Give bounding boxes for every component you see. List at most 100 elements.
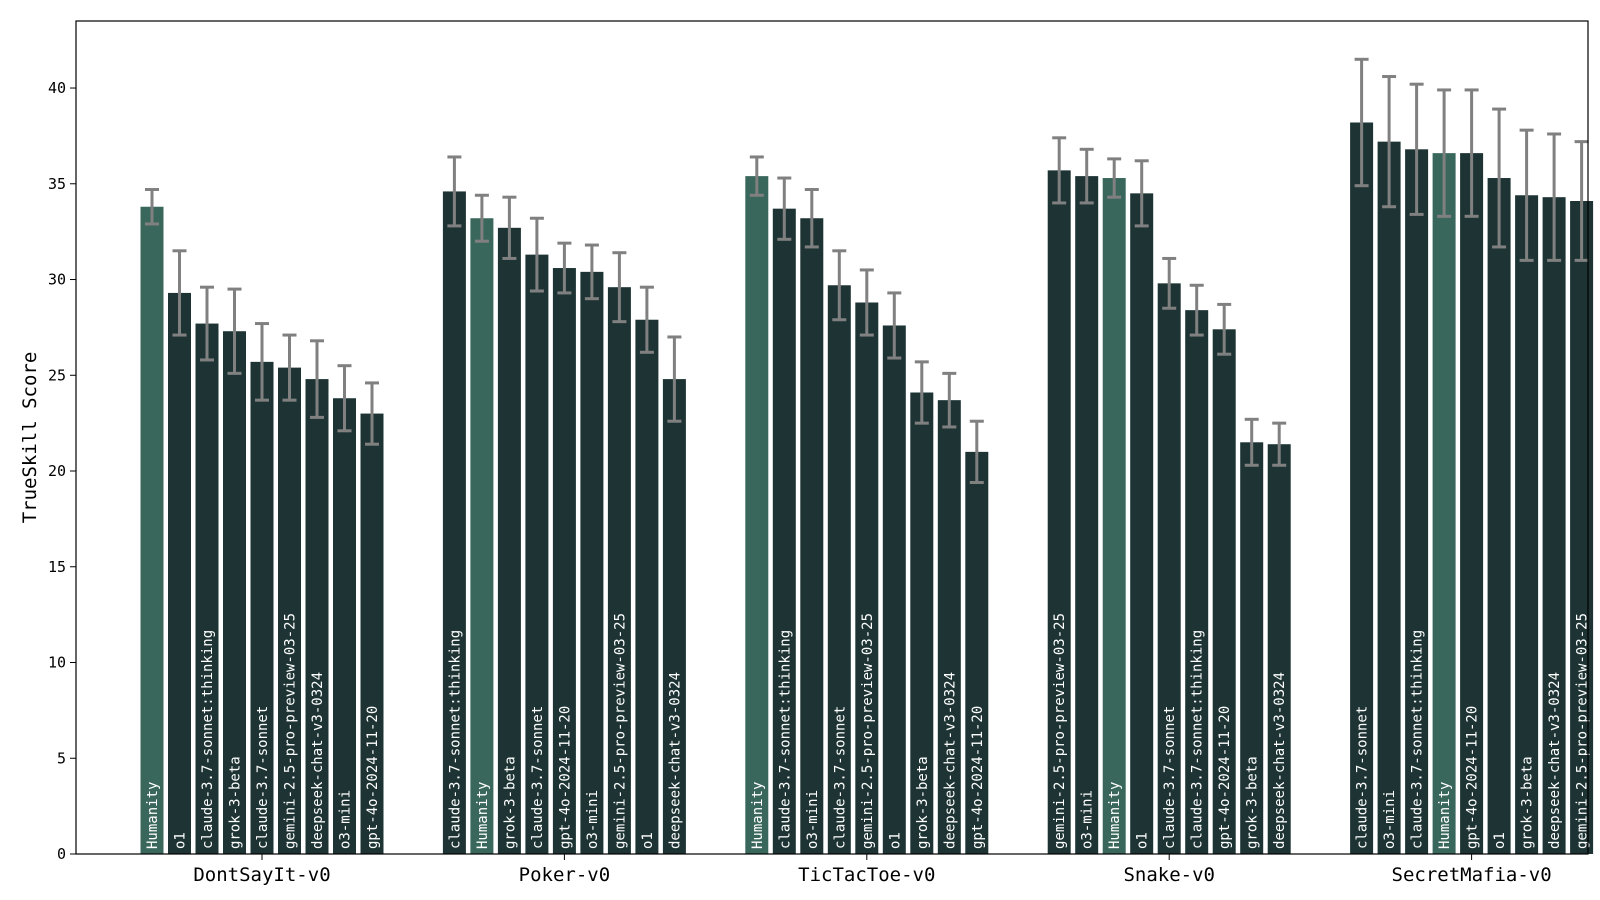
- bar-label: gpt-4o-2024-11-20: [970, 706, 986, 849]
- bar: [1047, 170, 1071, 854]
- bar: [1405, 149, 1429, 854]
- bar: [250, 361, 274, 854]
- error-bar: [749, 155, 764, 197]
- error-bar: [172, 249, 187, 337]
- bar: [497, 227, 521, 855]
- error-bar: [529, 216, 544, 293]
- error-bar: [1492, 107, 1507, 249]
- bar-label: o3-mini: [1080, 790, 1096, 849]
- bar-label: grok-3-beta: [228, 756, 244, 849]
- error-bar: [310, 339, 324, 419]
- bar-label: gemini-2.5-pro-preview-03-25: [283, 613, 299, 849]
- bar-label: gpt-4o-2024-11-20: [1465, 706, 1481, 849]
- error-bar: [1217, 302, 1232, 356]
- bar: [1542, 197, 1566, 855]
- error-bar: [557, 241, 572, 295]
- bar: [552, 268, 576, 854]
- bar: [882, 325, 906, 855]
- error-bar: [255, 322, 269, 402]
- bar-label: gemini-2.5-pro-preview-03-25: [1575, 613, 1591, 849]
- bar: [470, 218, 494, 854]
- error-bar: [969, 419, 984, 485]
- bar: [580, 271, 604, 854]
- bar: [1432, 153, 1456, 854]
- bar-label: claude-3.7-sonnet: [255, 706, 271, 849]
- bar: [1570, 201, 1594, 855]
- bar-label: deepseek-chat-v3-0324: [310, 672, 326, 849]
- error-bar: [447, 155, 462, 228]
- bar: [305, 379, 329, 854]
- error-bar: [804, 188, 819, 249]
- x-tick-label: Poker-v0: [519, 864, 611, 886]
- error-bar: [1272, 421, 1287, 467]
- error-bar: [832, 249, 847, 322]
- y-tick-label: 25: [48, 366, 66, 384]
- error-bar: [1189, 283, 1204, 337]
- bar: [1157, 283, 1181, 854]
- error-bar: [282, 333, 297, 402]
- bar: [1267, 444, 1291, 854]
- chart-marks: [140, 122, 1594, 855]
- bar: [910, 392, 934, 854]
- bar-label: o1: [640, 832, 656, 849]
- bar-label: deepseek-chat-v3-0324: [1547, 672, 1563, 849]
- bar-label: deepseek-chat-v3-0324: [667, 672, 683, 849]
- y-axis-label: TrueSkill Score: [19, 352, 41, 524]
- bar-label: claude-3.7-sonnet: [1355, 706, 1371, 849]
- bar-label: gemini-2.5-pro-preview-03-25: [860, 613, 876, 849]
- bar-label: o1: [1135, 832, 1151, 849]
- error-bar: [942, 371, 957, 429]
- bar-label: gpt-4o-2024-11-20: [1217, 706, 1233, 849]
- bar: [662, 379, 686, 854]
- error-bar: [1574, 140, 1589, 262]
- bar-label: grok-3-beta: [915, 756, 931, 849]
- error-bar: [227, 287, 242, 375]
- bar-label: o1: [887, 832, 903, 849]
- error-bar: [777, 176, 792, 241]
- bar: [1212, 329, 1236, 854]
- bar-label: claude-3.7-sonnet:thinking: [447, 630, 463, 849]
- error-bar: [1107, 157, 1122, 199]
- y-tick-label: 15: [48, 558, 66, 576]
- error-bar: [914, 360, 929, 425]
- bar-label: Humanity: [475, 782, 491, 849]
- bar-label: Humanity: [750, 782, 766, 849]
- error-bar: [1547, 132, 1562, 262]
- bar-label: gemini-2.5-pro-preview-03-25: [1052, 613, 1068, 849]
- error-bar: [612, 251, 627, 324]
- bar-label: deepseek-chat-v3-0324: [1272, 672, 1288, 849]
- bar-label: gpt-4o-2024-11-20: [557, 706, 573, 849]
- y-tick-label: 0: [57, 845, 66, 863]
- bar: [745, 176, 769, 854]
- bar-label: grok-3-beta: [502, 756, 518, 849]
- bar: [772, 208, 796, 854]
- bar: [827, 285, 851, 854]
- y-tick-label: 40: [48, 79, 66, 97]
- bar-label: Humanity: [1107, 782, 1123, 849]
- error-bar: [1519, 128, 1534, 262]
- bar-label: Humanity: [1437, 782, 1453, 849]
- bar: [937, 400, 961, 854]
- bar: [1515, 195, 1539, 854]
- error-bar: [1052, 136, 1067, 205]
- bar: [1075, 176, 1099, 854]
- error-bar: [502, 195, 517, 260]
- x-tick-label: SecretMafia-v0: [1392, 864, 1552, 886]
- bar-label: gpt-4o-2024-11-20: [365, 706, 381, 849]
- y-tick-label: 5: [57, 749, 66, 767]
- y-tick-label: 30: [48, 271, 66, 289]
- bar-label: o1: [173, 832, 189, 849]
- bar-label: o3-mini: [805, 790, 821, 849]
- error-bar: [145, 188, 159, 226]
- bar-label: claude-3.7-sonnet:thinking: [1190, 630, 1206, 849]
- x-tick-label: TicTacToe-v0: [798, 864, 935, 886]
- bar: [635, 319, 659, 854]
- bar: [278, 367, 301, 854]
- y-tick-label: 20: [48, 462, 66, 480]
- error-bar: [1354, 57, 1369, 188]
- bar-label: gemini-2.5-pro-preview-03-25: [612, 613, 628, 849]
- bar: [168, 292, 191, 854]
- error-bar: [1464, 88, 1479, 218]
- bar-label: o3-mini: [585, 790, 601, 849]
